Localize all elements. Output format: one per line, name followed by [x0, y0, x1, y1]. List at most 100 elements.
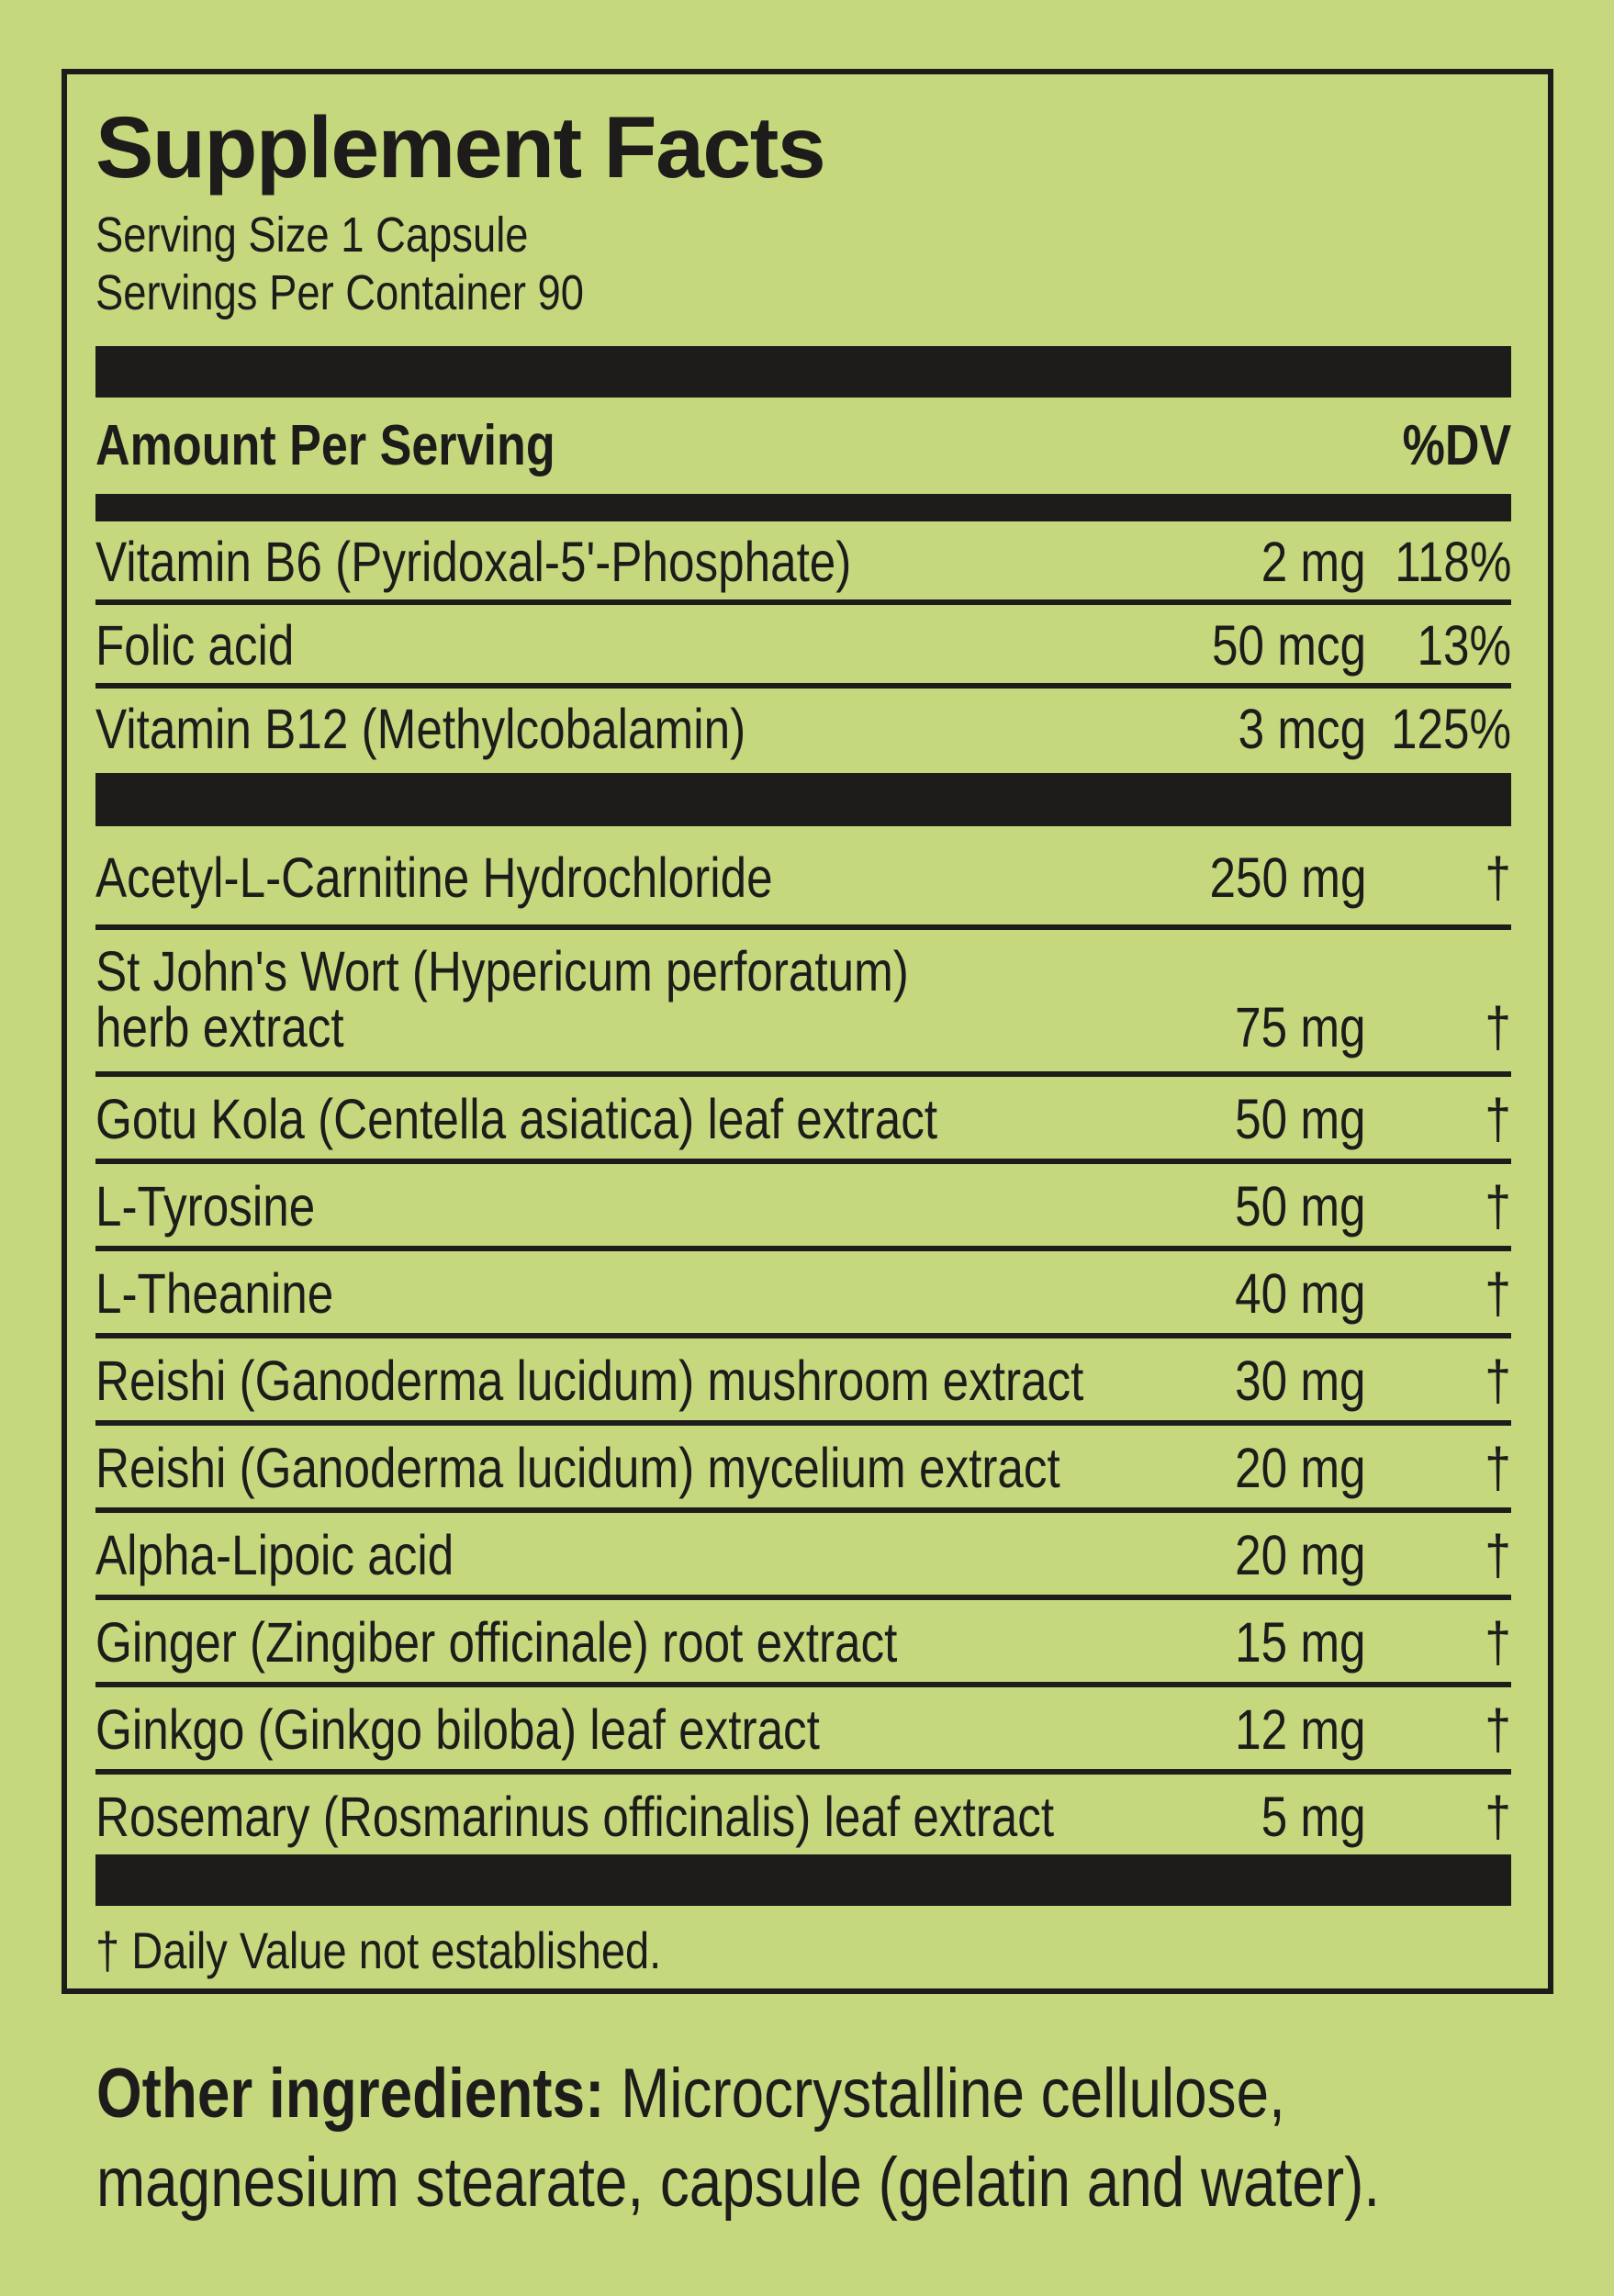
- ingredient-name-text: Reishi (Ganoderma lucidum) mycelium extr…: [95, 1437, 1060, 1499]
- ingredient-row: Vitamin B12 (Methylcobalamin) 3 mcg 125%: [95, 689, 1511, 767]
- ingredient-amount: 250 mg: [1173, 850, 1366, 906]
- amount-per-serving-label: Amount Per Serving: [95, 414, 555, 477]
- ingredient-name: L-Tyrosine: [95, 1179, 1173, 1235]
- ingredient-amount: 5 mg: [1173, 1789, 1366, 1845]
- ingredient-amount-text: 40 mg: [1235, 1262, 1366, 1325]
- ingredient-name-text: Ginkgo (Ginkgo biloba) leaf extract: [95, 1698, 820, 1761]
- ingredient-dv: †: [1366, 1179, 1511, 1235]
- servings-per-container-text: Servings Per Container 90: [95, 265, 585, 320]
- ingredient-name-text: Gotu Kola (Centella asiatica) leaf extra…: [95, 1088, 938, 1150]
- ingredient-name-line2: herb extract: [95, 1000, 1173, 1056]
- ingredient-name-text: Folic acid: [95, 614, 295, 677]
- ingredient-name: L-Theanine: [95, 1266, 1173, 1322]
- column-header-row: Amount Per Serving %DV: [95, 398, 1511, 489]
- ingredient-name-text: St John's Wort (Hypericum perforatum): [95, 940, 909, 1002]
- dagger-icon: †: [1485, 996, 1511, 1058]
- ingredient-amount-text: 50 mg: [1235, 1088, 1366, 1150]
- dagger-icon: †: [1485, 1786, 1511, 1848]
- ingredient-amount-text: 50 mcg: [1211, 614, 1366, 677]
- ingredient-row: Rosemary (Rosmarinus officinalis) leaf e…: [95, 1775, 1511, 1854]
- ingredient-amount: 20 mg: [1173, 1440, 1366, 1496]
- ingredient-name: St John's Wort (Hypericum perforatum) he…: [95, 944, 1173, 1056]
- ingredient-name: Ginkgo (Ginkgo biloba) leaf extract: [95, 1702, 1173, 1758]
- ingredient-dv: 125%: [1366, 701, 1511, 757]
- ingredient-amount-text: 30 mg: [1235, 1350, 1366, 1412]
- serving-info: Serving Size 1 Capsule Servings Per Cont…: [95, 207, 1511, 322]
- ingredient-name-text: Alpha-Lipoic acid: [95, 1524, 454, 1586]
- ingredient-name-text: L-Theanine: [95, 1262, 334, 1325]
- ingredient-amount: 3 mcg: [1173, 701, 1366, 757]
- ingredient-name: Vitamin B12 (Methylcobalamin): [95, 701, 1173, 757]
- ingredient-dv: †: [1366, 850, 1511, 906]
- divider-bar-thick: [95, 346, 1511, 398]
- dv-footnote-text: † Daily Value not established.: [95, 1921, 662, 1979]
- ingredient-name: Reishi (Ganoderma lucidum) mycelium extr…: [95, 1440, 1173, 1496]
- ingredient-dv: †: [1366, 1266, 1511, 1322]
- dagger-icon: †: [1485, 1175, 1511, 1238]
- ingredient-amount-text: 50 mg: [1235, 1175, 1366, 1238]
- divider-bar-thick: [95, 1854, 1511, 1906]
- ingredient-name: Vitamin B6 (Pyridoxal-5'-Phosphate): [95, 534, 1173, 590]
- ingredient-amount: 15 mg: [1173, 1615, 1366, 1671]
- ingredient-row: Vitamin B6 (Pyridoxal-5'-Phosphate) 2 mg…: [95, 521, 1511, 605]
- dagger-icon: †: [1485, 1437, 1511, 1499]
- other-ingredients-label: Other ingredients:: [96, 2055, 605, 2133]
- ingredient-amount: 12 mg: [1173, 1702, 1366, 1758]
- other-ingredients: Other ingredients: Microcrystalline cell…: [96, 2049, 1565, 2227]
- divider-bar-thick: [95, 773, 1511, 826]
- ingredient-amount: 2 mg: [1173, 534, 1366, 590]
- dagger-icon: †: [1485, 1088, 1511, 1150]
- ingredient-amount: 50 mg: [1173, 1179, 1366, 1235]
- ingredient-name-text: Ginger (Zingiber officinale) root extrac…: [95, 1611, 898, 1674]
- ingredient-dv: †: [1366, 1528, 1511, 1584]
- ingredient-amount-text: 20 mg: [1235, 1524, 1366, 1586]
- supplement-facts-panel: Supplement Facts Serving Size 1 Capsule …: [62, 69, 1553, 1994]
- ingredient-name-line1: St John's Wort (Hypericum perforatum): [95, 944, 1173, 1000]
- dagger-icon: †: [1485, 1698, 1511, 1761]
- ingredient-name-text: Reishi (Ganoderma lucidum) mushroom extr…: [95, 1350, 1084, 1412]
- ingredient-row: Acetyl-L-Carnitine Hydrochloride 250 mg …: [95, 826, 1511, 930]
- ingredient-dv: †: [1366, 1092, 1511, 1148]
- ingredient-dv-text: 125%: [1390, 698, 1511, 760]
- ingredient-amount: 30 mg: [1173, 1353, 1366, 1409]
- ingredient-amount: 20 mg: [1173, 1528, 1366, 1584]
- ingredient-amount: 50 mg: [1173, 1092, 1366, 1148]
- ingredient-row: Ginger (Zingiber officinale) root extrac…: [95, 1600, 1511, 1687]
- ingredient-row: Gotu Kola (Centella asiatica) leaf extra…: [95, 1077, 1511, 1164]
- divider-bar-thin: [95, 494, 1511, 521]
- ingredient-dv: †: [1366, 1615, 1511, 1671]
- ingredient-name: Gotu Kola (Centella asiatica) leaf extra…: [95, 1092, 1173, 1148]
- ingredient-name: Acetyl-L-Carnitine Hydrochloride: [95, 850, 1173, 906]
- ingredient-dv: †: [1366, 1702, 1511, 1758]
- ingredient-dv-text: 118%: [1394, 531, 1511, 593]
- ingredient-amount-text: 2 mg: [1261, 531, 1366, 593]
- dv-header: %DV: [1382, 418, 1511, 475]
- ingredient-dv: 13%: [1366, 618, 1511, 674]
- ingredient-amount-text: 3 mcg: [1238, 698, 1366, 760]
- serving-size: Serving Size 1 Capsule: [95, 207, 1511, 264]
- ingredient-dv: †: [1366, 1789, 1511, 1845]
- dagger-icon: †: [1485, 846, 1511, 909]
- ingredient-name-text: Vitamin B12 (Methylcobalamin): [95, 698, 746, 760]
- ingredient-name: Ginger (Zingiber officinale) root extrac…: [95, 1615, 1173, 1671]
- ingredient-dv-text: 13%: [1417, 614, 1511, 677]
- ingredient-amount-text: 5 mg: [1261, 1786, 1366, 1848]
- other-ingredients-text: Microcrystalline cellulose, magnesium st…: [96, 2055, 1381, 2222]
- dagger-icon: †: [1485, 1262, 1511, 1325]
- ingredient-row: Alpha-Lipoic acid 20 mg †: [95, 1513, 1511, 1600]
- ingredient-name: Reishi (Ganoderma lucidum) mushroom extr…: [95, 1353, 1173, 1409]
- dv-footnote: † Daily Value not established.: [95, 1922, 1511, 1979]
- ingredient-row: Reishi (Ganoderma lucidum) mycelium extr…: [95, 1426, 1511, 1513]
- ingredient-name-text: Rosemary (Rosmarinus officinalis) leaf e…: [95, 1786, 1055, 1848]
- servings-per-container: Servings Per Container 90: [95, 264, 1511, 322]
- ingredient-row: St John's Wort (Hypericum perforatum) he…: [95, 930, 1511, 1077]
- panel-title: Supplement Facts: [95, 99, 826, 196]
- dagger-icon: †: [1485, 1524, 1511, 1586]
- dagger-icon: †: [1485, 1611, 1511, 1674]
- ingredient-amount: 75 mg: [1173, 1000, 1366, 1056]
- ingredient-name-text: L-Tyrosine: [95, 1175, 316, 1238]
- ingredient-row: Reishi (Ganoderma lucidum) mushroom extr…: [95, 1338, 1511, 1426]
- ingredient-row: Ginkgo (Ginkgo biloba) leaf extract 12 m…: [95, 1687, 1511, 1775]
- ingredient-amount: 40 mg: [1173, 1266, 1366, 1322]
- ingredient-amount-text: 250 mg: [1209, 846, 1366, 909]
